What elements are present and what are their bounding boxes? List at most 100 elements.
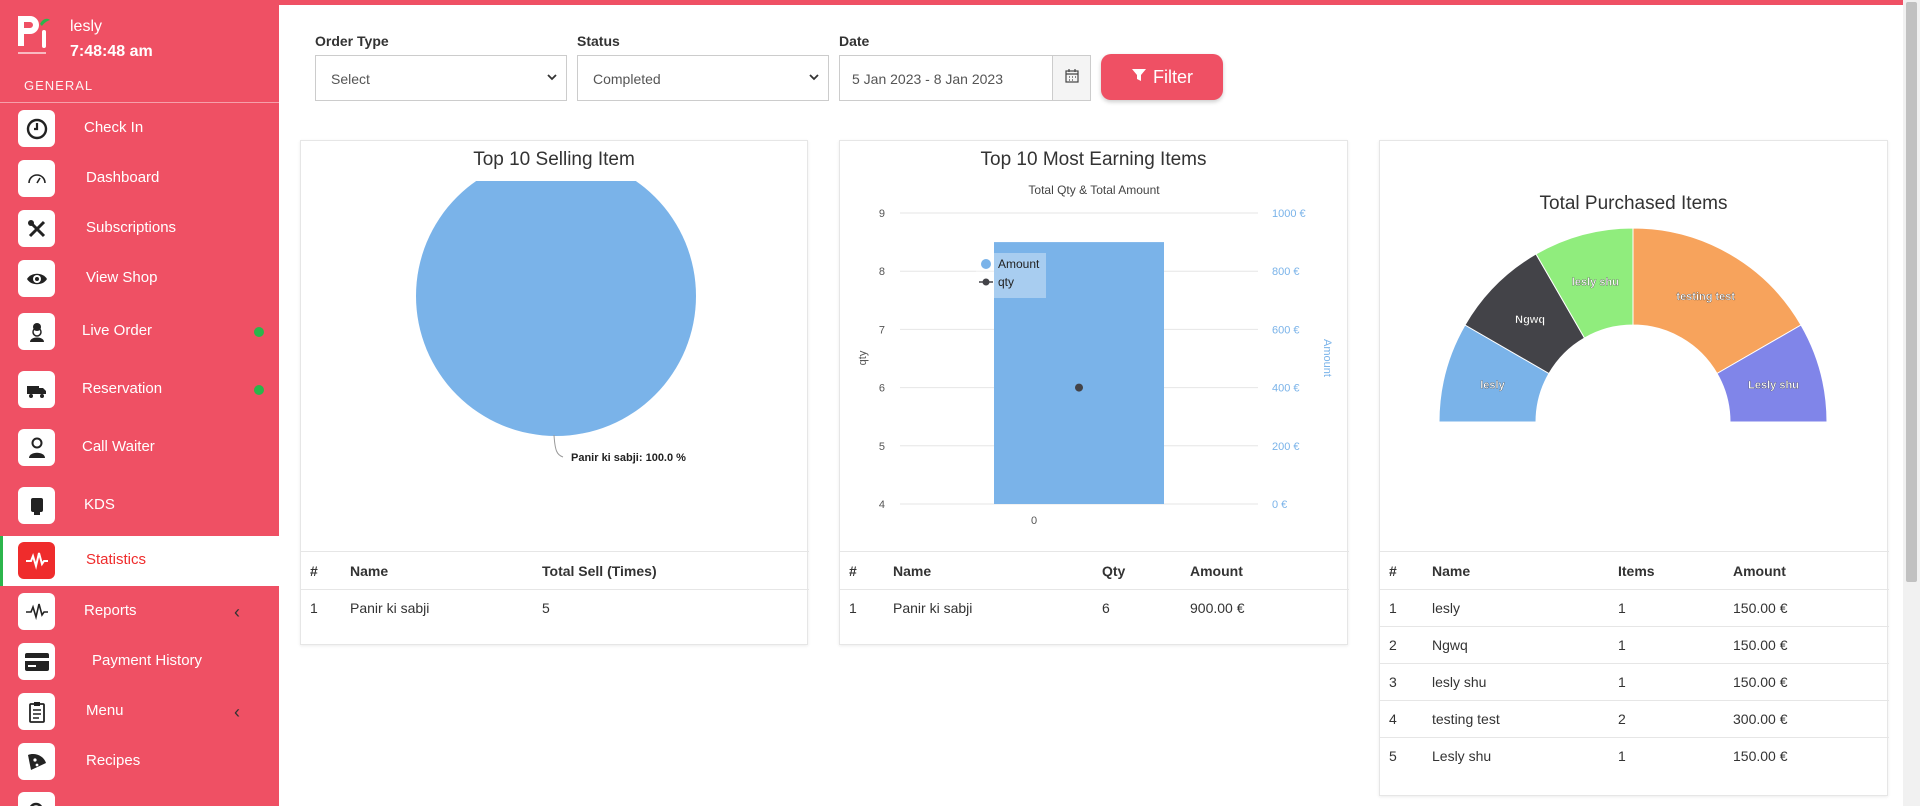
filter-button[interactable]: Filter <box>1101 54 1223 100</box>
sidebar-item-label: Reports <box>84 602 137 619</box>
calendar-icon <box>1064 68 1079 88</box>
y2-axis-title: Amount <box>1321 339 1333 377</box>
pie-slice-panir-ki-sabji[interactable] <box>416 181 696 436</box>
donut-slice-lesly-shu[interactable] <box>1716 324 1828 423</box>
table-row[interactable]: 2 Ngwq 1 150.00 € <box>1380 626 1889 664</box>
table-row[interactable]: 3 lesly shu 1 150.00 € <box>1380 663 1889 701</box>
most-earning-table: # Name Qty Amount 1 Panir ki sabji 6 900… <box>840 551 1349 627</box>
sidebar-item-recipes[interactable]: Recipes <box>0 737 279 785</box>
donut-data-label: lesly <box>1480 379 1505 391</box>
sidebar-item-dashboard[interactable]: Dashboard <box>0 154 279 202</box>
donut-slice-testing-test[interactable] <box>1632 227 1802 375</box>
table-header-row: # Name Total Sell (Times) <box>301 551 809 590</box>
current-time: 7:48:48 am <box>70 43 153 60</box>
table-cell: 2 <box>1618 700 1733 738</box>
status-value: Completed <box>593 71 661 87</box>
sidebar-item-more[interactable] <box>0 786 279 806</box>
y2-tick-label: 200 € <box>1272 441 1300 453</box>
table-header-row: # Name Qty Amount <box>840 551 1349 590</box>
column-header: Total Sell (Times) <box>542 551 809 590</box>
table-row[interactable]: 1 Panir ki sabji 6 900.00 € <box>840 589 1349 627</box>
brand-logo[interactable] <box>14 12 54 58</box>
chevron-down-icon <box>546 70 558 87</box>
sidebar-item-label: Subscriptions <box>86 219 177 236</box>
page-scrollbar[interactable] <box>1903 0 1920 806</box>
column-header: # <box>1380 551 1432 590</box>
most-earning-bar-chart: Total Qty & Total Amount 4 5 6 7 8 9 0 € 200 €… <box>857 183 1333 527</box>
chef-icon <box>18 313 55 350</box>
top-bar <box>279 0 1920 5</box>
divider <box>0 102 279 103</box>
pulse-icon <box>18 542 55 579</box>
y-axis-title: qty <box>857 350 869 365</box>
sidebar-item-label: KDS <box>84 496 115 513</box>
sidebar-item-check-in[interactable]: Check In <box>0 104 279 152</box>
sidebar-item-payment-history[interactable]: Payment History <box>0 637 279 685</box>
status-label: Status <box>577 33 620 49</box>
donut-data-label: Ngwq <box>1515 314 1545 326</box>
sidebar-item-label: Statistics <box>86 551 147 568</box>
top-selling-pie-chart: Panir ki sabji: 100.0 % <box>416 181 696 464</box>
status-dot <box>254 385 264 395</box>
sidebar-item-reports[interactable]: Reports ‹ <box>0 587 279 635</box>
y2-tick-label: 1000 € <box>1272 208 1306 220</box>
legend-marker-amount <box>981 259 991 269</box>
top-selling-title: Top 10 Selling Item <box>473 149 635 170</box>
sidebar-item-live-order[interactable]: Live Order <box>0 307 279 355</box>
sidebar-item-label: Payment History <box>92 652 203 669</box>
gauge-icon <box>18 160 55 197</box>
table-row[interactable]: 5 Lesly shu 1 150.00 € <box>1380 737 1889 775</box>
table-cell: 300.00 € <box>1733 700 1889 738</box>
pizza-icon <box>18 743 55 780</box>
eye-icon <box>18 260 55 297</box>
table-row[interactable]: 1 lesly 1 150.00 € <box>1380 589 1889 627</box>
table-cell: 1 <box>1618 589 1733 627</box>
tools-icon <box>18 210 55 247</box>
table-cell: 900.00 € <box>1190 589 1349 627</box>
column-header: Qty <box>1102 551 1190 590</box>
status-select[interactable]: Completed <box>577 55 829 101</box>
calendar-button[interactable] <box>1052 55 1091 101</box>
table-cell: 1 <box>1618 663 1733 701</box>
table-cell: 150.00 € <box>1733 589 1889 627</box>
sidebar-item-view-shop[interactable]: View Shop <box>0 254 279 302</box>
sidebar-item-call-waiter[interactable]: Call Waiter <box>0 423 279 471</box>
sidebar-item-kds[interactable]: KDS <box>0 481 279 529</box>
sidebar: lesly 7:48:48 am GENERAL Check In Dashbo… <box>0 0 279 806</box>
table-cell: Panir ki sabji <box>350 589 542 627</box>
sidebar-item-subscriptions[interactable]: Subscriptions <box>0 204 279 252</box>
clock-icon <box>18 110 55 147</box>
point-qty[interactable] <box>1075 383 1083 392</box>
column-header: # <box>840 551 893 590</box>
legend-item-amount[interactable]: Amount <box>998 257 1040 271</box>
date-range-input[interactable]: 5 Jan 2023 - 8 Jan 2023 <box>839 55 1053 101</box>
pie-connector <box>553 434 564 458</box>
y-tick-label: 6 <box>879 383 885 395</box>
sidebar-item-label: Live Order <box>82 322 153 339</box>
table-cell: testing test <box>1432 700 1618 738</box>
order-type-label: Order Type <box>315 33 389 49</box>
status-dot <box>254 327 264 337</box>
legend-item-qty[interactable]: qty <box>998 275 1014 289</box>
sidebar-item-statistics[interactable]: Statistics <box>0 536 279 586</box>
sidebar-item-reservation[interactable]: Reservation <box>0 365 279 413</box>
order-type-select[interactable]: Select <box>315 55 567 101</box>
table-cell: lesly shu <box>1432 663 1618 701</box>
chart-legend: Amount qty <box>976 253 1046 298</box>
y2-tick-label: 800 € <box>1272 266 1300 278</box>
pie-data-label: Panir ki sabji: 100.0 % <box>571 452 686 464</box>
purchased-table: # Name Items Amount 1 lesly 1 150.00 € 2… <box>1380 551 1889 775</box>
most-earning-card: Top 10 Most Earning Items Total Qty & To… <box>839 140 1349 645</box>
sidebar-item-label: Recipes <box>86 752 141 769</box>
sidebar-item-label: Dashboard <box>86 169 160 186</box>
table-cell: Lesly shu <box>1432 737 1618 775</box>
table-cell: Panir ki sabji <box>893 589 1102 627</box>
table-cell: 2 <box>1380 626 1432 664</box>
table-row[interactable]: 4 testing test 2 300.00 € <box>1380 700 1889 738</box>
sidebar-item-menu[interactable]: Menu ‹ <box>0 687 279 735</box>
table-row[interactable]: 1 Panir ki sabji 5 <box>301 589 809 627</box>
bar-amount[interactable] <box>994 242 1164 504</box>
y-tick-label: 4 <box>879 499 885 511</box>
scrollbar-thumb[interactable] <box>1906 2 1917 582</box>
x-tick-label: 0 <box>1031 515 1037 527</box>
